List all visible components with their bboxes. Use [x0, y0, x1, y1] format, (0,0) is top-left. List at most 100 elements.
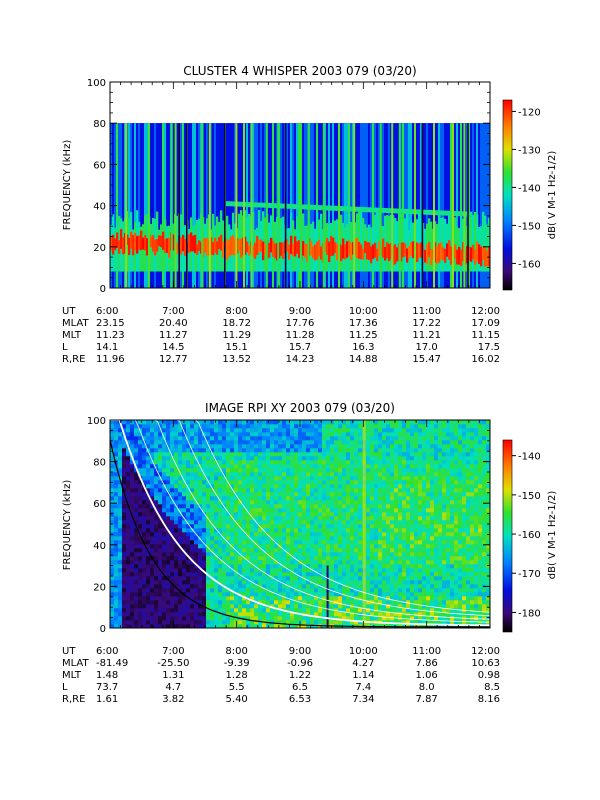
spectrogram-cell — [254, 528, 259, 533]
spectrogram-cell — [274, 452, 279, 457]
spectrogram-cell — [294, 500, 299, 505]
spectrogram-cell — [258, 512, 263, 517]
spectrogram-cell — [170, 612, 175, 617]
spectrogram-cell — [114, 532, 119, 537]
spectrogram-cell — [266, 472, 271, 477]
spectrogram-cell — [182, 492, 187, 497]
spectrogram-cell — [282, 448, 287, 453]
spectrogram-streak — [322, 123, 325, 288]
spectrogram-cell — [328, 205, 331, 211]
spectrogram-cell — [406, 584, 411, 589]
spectrogram-cell — [390, 436, 395, 441]
spectrogram-cell — [382, 564, 387, 569]
spectrogram-cell — [274, 584, 279, 589]
spectrogram-cell — [158, 548, 163, 553]
spectrogram-cell — [402, 444, 407, 449]
spectrogram-cell — [158, 580, 163, 585]
spectrogram-cell — [162, 544, 167, 549]
spectrogram-cell — [418, 243, 421, 259]
spectrogram-cell — [134, 500, 139, 505]
spectrogram-cell — [386, 516, 391, 521]
spectrogram-cell — [174, 576, 179, 581]
spectrogram-cell — [166, 620, 171, 625]
spectrogram-cell — [326, 460, 331, 465]
spectrogram-cell — [150, 516, 155, 521]
spectrogram-cell — [422, 624, 427, 629]
spectrogram-cell — [282, 432, 287, 437]
ephemeris-value: 11.21 — [412, 330, 441, 341]
spectrogram-cell — [194, 556, 199, 561]
spectrogram-cell — [398, 584, 403, 589]
spectrogram-cell — [250, 540, 255, 545]
spectrogram-cell — [274, 500, 279, 505]
spectrogram-cell — [418, 456, 423, 461]
spectrogram-cell — [150, 452, 155, 457]
spectrogram-cell — [354, 468, 359, 473]
spectrogram-cell — [442, 217, 445, 272]
ephemeris-value: 16.3 — [352, 342, 374, 353]
spectrogram-cell — [310, 456, 315, 461]
colorbar-tick-label: -160 — [518, 259, 541, 270]
spectrogram-cell — [150, 456, 155, 461]
spectrogram-cell — [298, 556, 303, 561]
spectrogram-cell — [170, 508, 175, 513]
spectrogram-cell — [394, 532, 399, 537]
spectrogram-cell — [222, 524, 227, 529]
spectrogram-cell — [270, 572, 275, 577]
spectrogram-cell — [258, 476, 263, 481]
spectrogram-cell — [222, 568, 227, 573]
spectrogram-cell — [218, 580, 223, 585]
spectrogram-cell — [210, 448, 215, 453]
spectrogram-cell — [114, 604, 119, 609]
spectrogram-cell — [306, 608, 311, 613]
spectrogram-cell — [214, 572, 219, 577]
spectrogram-cell — [214, 536, 219, 541]
spectrogram-cell — [162, 420, 167, 425]
spectrogram-cell — [294, 428, 299, 433]
spectrogram-cell — [382, 560, 387, 565]
spectrogram-cell — [118, 544, 123, 549]
spectrogram-cell — [350, 588, 355, 593]
spectrogram-cell — [142, 488, 147, 493]
spectrogram-cell — [382, 592, 387, 597]
spectrogram-cell — [378, 616, 383, 621]
spectrogram-cell — [218, 592, 223, 597]
spectrogram-cell — [322, 480, 327, 485]
spectrogram-cell — [206, 444, 211, 449]
spectrogram-cell — [402, 448, 407, 453]
spectrogram-cell — [370, 556, 375, 561]
spectrogram-cell — [374, 432, 379, 437]
spectrogram-cell — [232, 235, 235, 255]
spectrogram-cell — [126, 492, 131, 497]
spectrogram-cell — [370, 548, 375, 553]
spectrogram-cell — [302, 504, 307, 509]
ephemeris-row-label: UT — [62, 306, 76, 317]
spectrogram-cell — [374, 556, 379, 561]
spectrogram-streak — [208, 123, 211, 288]
spectrogram-cell — [178, 560, 183, 565]
spectrogram-column — [434, 123, 437, 288]
spectrogram-cell — [282, 424, 287, 429]
spectrogram-cell — [422, 544, 427, 549]
spectrogram-cell — [378, 540, 383, 545]
spectrogram-cell — [154, 536, 159, 541]
spectrogram-cell — [266, 572, 271, 577]
spectrogram-cell — [182, 428, 187, 433]
spectrogram-cell — [414, 472, 419, 477]
spectrogram-cell — [314, 476, 319, 481]
spectrogram-cell — [222, 444, 227, 449]
spectrogram-cell — [134, 564, 139, 569]
spectrogram-cell — [150, 484, 155, 489]
spectrogram-column — [218, 123, 221, 288]
spectrogram-column — [188, 123, 191, 288]
spectrogram-cell — [274, 600, 279, 605]
spectrogram-cell — [234, 536, 239, 541]
spectrogram-cell — [126, 476, 131, 481]
spectrogram-cell — [222, 420, 227, 425]
spectrogram-cell — [154, 592, 159, 597]
spectrogram-cell — [258, 552, 263, 557]
spectrogram-cell — [366, 604, 371, 609]
spectrogram-cell — [326, 492, 331, 497]
spectrogram-cell — [178, 608, 183, 613]
spectrogram-cell — [322, 608, 327, 613]
